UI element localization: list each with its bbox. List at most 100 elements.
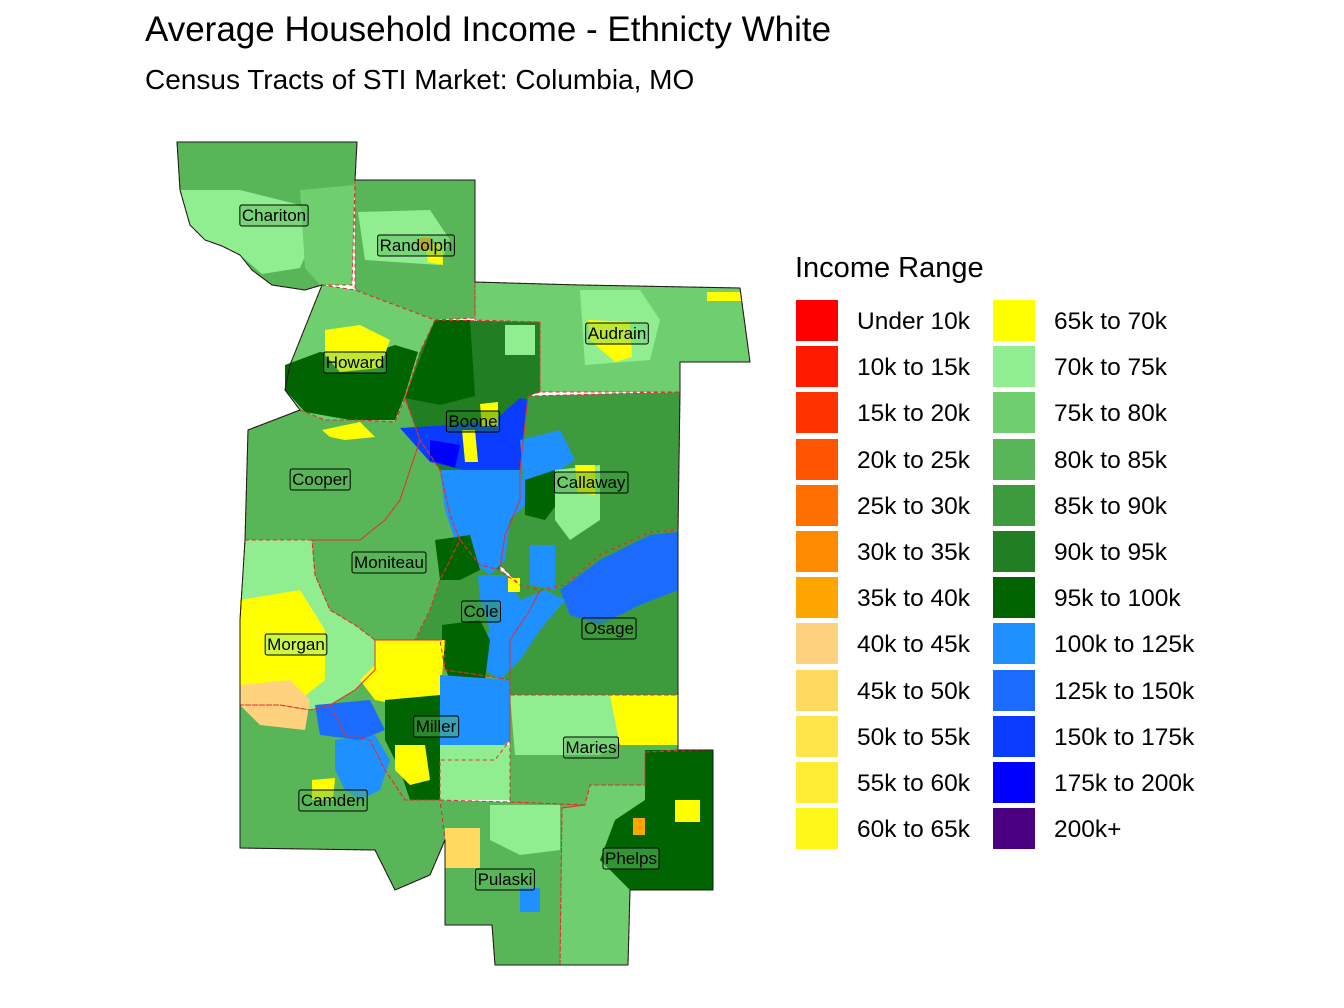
tract-patch <box>312 778 335 800</box>
svg-text:Camden: Camden <box>301 791 365 810</box>
legend-swatch <box>993 438 1035 480</box>
county-label-cole: Cole <box>461 600 501 623</box>
legend-swatch <box>796 346 838 388</box>
choropleth-map: Chariton Randolph Audrain Howard Boone Callaw… <box>176 141 751 966</box>
legend-swatch <box>796 715 838 757</box>
tract-patch <box>420 238 432 250</box>
legend-swatch <box>993 392 1035 434</box>
legend-label: 20k to 25k <box>857 446 971 474</box>
svg-text:Callaway: Callaway <box>557 473 626 492</box>
tract-patch <box>360 640 445 705</box>
svg-text:Moniteau: Moniteau <box>354 553 424 572</box>
legend-label: 45k to 50k <box>857 677 971 705</box>
tract-patch <box>285 345 418 420</box>
tract-patch <box>490 805 560 855</box>
legend-swatch <box>796 530 838 572</box>
tract-patch <box>588 320 632 362</box>
market-outline <box>176 141 751 966</box>
legend-swatch <box>993 808 1035 850</box>
tract-patch <box>508 578 520 592</box>
legend-swatch <box>796 300 838 341</box>
svg-text:Maries: Maries <box>565 738 616 757</box>
county-label-moniteau: Moniteau <box>351 551 427 574</box>
tract-patch <box>462 430 478 462</box>
county-label-boone: Boone <box>445 410 501 433</box>
tract-patch <box>395 745 430 785</box>
tract-patch <box>445 828 480 868</box>
tract-patch <box>180 190 310 274</box>
svg-text:Pulaski: Pulaski <box>478 870 533 889</box>
legend-swatch <box>993 623 1035 665</box>
legend-swatch <box>796 392 838 434</box>
county-label-howard: Howard <box>323 351 387 374</box>
county-label-miller: Miller <box>413 715 460 738</box>
legend-label: 175k to 200k <box>1054 769 1195 797</box>
legend-label: 30k to 35k <box>857 538 971 566</box>
tract-patch <box>675 800 700 822</box>
svg-text:Howard: Howard <box>326 353 385 372</box>
tract-patch <box>300 185 355 285</box>
map-subtitle: Census Tracts of STI Market: Columbia, M… <box>145 64 695 95</box>
svg-text:Phelps: Phelps <box>605 849 657 868</box>
legend-label: 40k to 45k <box>857 631 971 659</box>
legend-label: 150k to 175k <box>1054 723 1195 751</box>
tract-patch <box>560 532 678 625</box>
legend-label: 100k to 125k <box>1054 631 1195 659</box>
tract-patch <box>325 325 390 372</box>
legend-label: 95k to 100k <box>1054 585 1181 613</box>
svg-text:Cole: Cole <box>464 602 499 621</box>
county-label-pulaski: Pulaski <box>475 868 535 891</box>
county-label-callaway: Callaway <box>554 471 629 494</box>
county-label-phelps: Phelps <box>602 847 660 870</box>
svg-text:Miller: Miller <box>416 717 457 736</box>
legend-swatch <box>993 761 1035 803</box>
legend-swatch <box>993 577 1035 619</box>
county-camden <box>240 705 445 890</box>
legend-swatch <box>796 808 838 850</box>
legend-label: 15k to 20k <box>857 400 971 428</box>
svg-text:Randolph: Randolph <box>380 236 453 255</box>
tract-patch <box>440 675 510 755</box>
svg-text:Audrain: Audrain <box>588 324 647 343</box>
legend-label: 125k to 150k <box>1054 677 1195 705</box>
legend-label: 50k to 55k <box>857 723 971 751</box>
legend-label: 75k to 80k <box>1054 400 1168 428</box>
tract-patch <box>707 292 742 301</box>
legend-label: Under 10k <box>857 308 971 335</box>
legend-swatch <box>796 623 838 665</box>
tract-patch <box>610 695 678 745</box>
legend-label: 70k to 75k <box>1054 354 1168 382</box>
legend-swatch <box>796 484 838 526</box>
legend-label: 60k to 65k <box>857 816 971 844</box>
county-border-osage <box>509 529 679 696</box>
county-label-morgan: Morgan <box>264 633 328 656</box>
legend-label: 55k to 60k <box>857 769 971 797</box>
legend-title: Income Range <box>795 252 984 284</box>
census-tract-patches <box>180 185 742 912</box>
svg-text:Boone: Boone <box>448 412 497 431</box>
legend-label: 25k to 30k <box>857 492 971 520</box>
county-border-morgan <box>239 539 376 711</box>
tract-patch <box>442 620 490 680</box>
tract-patch <box>430 440 460 468</box>
svg-text:Osage: Osage <box>584 619 634 638</box>
legend-swatch <box>796 761 838 803</box>
legend-swatch <box>993 669 1035 711</box>
tract-patch <box>480 402 498 426</box>
tract-patch <box>525 470 560 520</box>
legend-swatch <box>796 577 838 619</box>
county-border-cole <box>414 539 541 681</box>
county-label-randolph: Randolph <box>377 234 455 257</box>
legend-swatch <box>796 669 838 711</box>
tract-patch <box>322 422 375 440</box>
legend-swatch <box>993 715 1035 757</box>
county-label-maries: Maries <box>562 736 620 759</box>
county-border-boone <box>404 319 541 571</box>
legend-label: 80k to 85k <box>1054 446 1168 474</box>
legend-swatch <box>993 346 1035 388</box>
legend-label: 35k to 40k <box>857 585 971 613</box>
tract-patch <box>435 535 480 580</box>
tract-patch <box>440 745 510 800</box>
tract-patch <box>510 695 625 755</box>
legend-label: 200k+ <box>1054 816 1122 844</box>
